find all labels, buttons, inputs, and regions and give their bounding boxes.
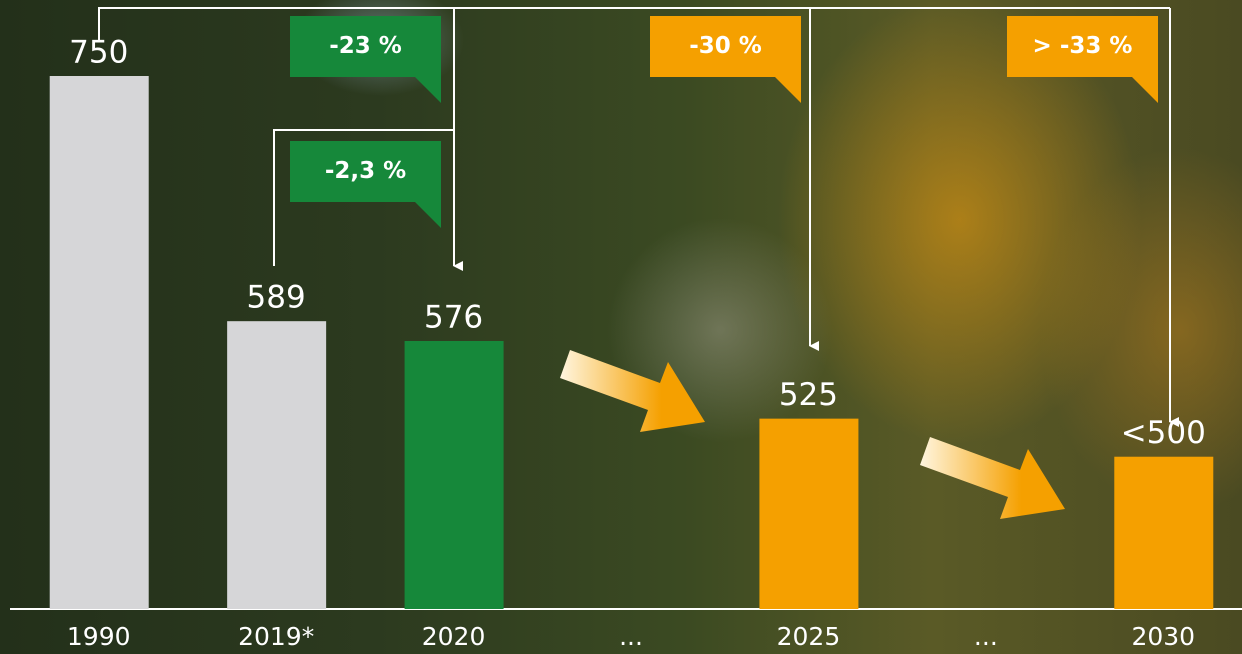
- value-label: <500: [1121, 415, 1206, 451]
- x-tick-label: ...: [619, 622, 643, 651]
- value-label: 576: [424, 299, 483, 335]
- callout-box: [650, 16, 801, 103]
- trend-arrow: [560, 350, 705, 432]
- callout-text: > -33 %: [1033, 33, 1133, 59]
- x-tick-label: 2020: [422, 622, 486, 651]
- callout-text: -30 %: [689, 33, 762, 59]
- callout-box: [290, 141, 441, 228]
- value-label: 750: [69, 35, 128, 71]
- x-tick-label: 2025: [777, 622, 841, 651]
- bar: [227, 321, 327, 609]
- x-tick-label: 2019*: [238, 622, 314, 651]
- bar: [49, 76, 149, 609]
- bar: [404, 340, 504, 609]
- callout-text: -23 %: [329, 33, 402, 59]
- x-tick-label: 2030: [1131, 622, 1195, 651]
- callout-box: [1007, 16, 1158, 103]
- x-tick-label: 1990: [67, 622, 131, 651]
- x-tick-label: ...: [974, 622, 998, 651]
- callout-box: [290, 16, 441, 103]
- bar: [1114, 456, 1214, 609]
- value-label: 525: [779, 377, 838, 413]
- connectors: [98, 7, 1179, 427]
- trend-arrow: [920, 437, 1065, 519]
- callout-text: -2,3 %: [325, 158, 406, 184]
- bar: [759, 418, 859, 609]
- value-label: 589: [247, 280, 306, 316]
